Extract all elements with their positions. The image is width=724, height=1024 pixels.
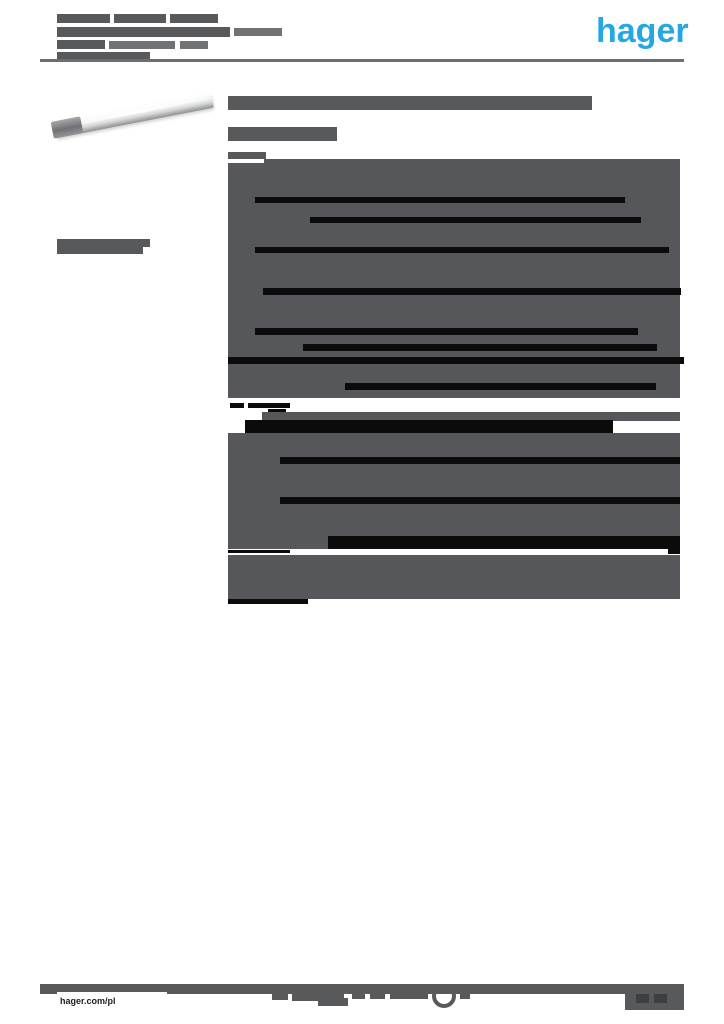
table-text-line <box>255 328 638 335</box>
table-text-line <box>268 409 286 412</box>
table-text-line <box>303 344 657 351</box>
footer-glyph-icon <box>460 990 470 999</box>
table-text-line <box>228 357 684 364</box>
table-text-line <box>255 197 625 203</box>
table-row-block <box>228 433 680 536</box>
product-subtitle-bar <box>228 127 337 141</box>
product-ref-label-bar <box>57 247 143 254</box>
table-row-block <box>262 412 680 421</box>
table-row-block <box>228 555 680 599</box>
header-redacted-text-bar <box>57 27 230 37</box>
table-row-block <box>228 536 328 549</box>
product-photo <box>50 78 218 156</box>
table-text-line <box>230 403 244 408</box>
header-redacted-text-bar <box>180 41 208 49</box>
footer-glyph-icon <box>318 998 348 1006</box>
table-row-block <box>228 364 680 398</box>
table-text-line <box>255 247 669 253</box>
table-text-line <box>228 550 290 553</box>
header-redacted-text-bar <box>57 52 150 62</box>
header-redacted-text-bar <box>114 14 166 23</box>
table-text-line <box>245 420 613 433</box>
din-rail-end-cap <box>50 116 84 139</box>
header-redacted-text-bar <box>234 28 282 36</box>
header-redacted-text-bar <box>57 14 110 23</box>
footer-website-box: hager.com/pl <box>57 992 167 1010</box>
header-rule <box>40 59 684 62</box>
hager-logo: hager <box>596 12 689 50</box>
table-row-block <box>264 159 680 199</box>
footer-glyph-icon <box>292 990 344 1001</box>
footer-page-number-mark <box>654 994 667 1003</box>
table-text-line <box>280 497 680 504</box>
table-text-line <box>280 457 680 464</box>
table-text-line <box>345 383 656 390</box>
table-text-line <box>668 548 680 554</box>
table-text-line <box>228 599 308 604</box>
footer-glyph-icon <box>272 986 288 1000</box>
footer-glyph-icon <box>370 986 385 999</box>
table-text-line <box>310 217 641 223</box>
section-label-bar <box>228 152 266 159</box>
header-redacted-text-bar <box>109 41 175 49</box>
table-text-line <box>328 536 680 549</box>
website-link[interactable]: hager.com/pl <box>60 996 116 1006</box>
table-row-block <box>228 163 264 199</box>
product-title-bar <box>228 96 592 110</box>
product-ref-label-bar <box>57 239 150 247</box>
table-text-line <box>248 403 290 408</box>
footer-glyph-icon <box>352 988 365 999</box>
footer-glyph-icon <box>390 988 428 999</box>
table-text-line <box>263 288 681 295</box>
header-redacted-text-bar <box>170 14 218 23</box>
footer-page-number-mark <box>636 994 649 1003</box>
footer-glyph-icon <box>432 984 456 1008</box>
header-redacted-text-bar <box>57 40 105 49</box>
